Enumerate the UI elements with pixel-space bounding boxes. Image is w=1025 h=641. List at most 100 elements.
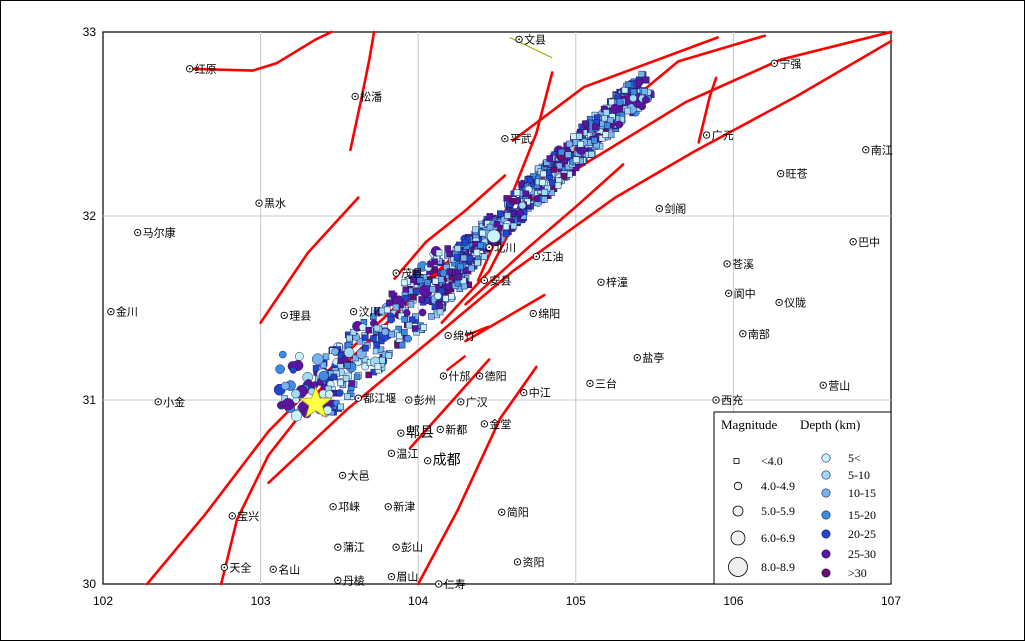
legend-magnitude-item: 8.0-8.9 (728, 557, 795, 577)
city-marker: 旺苍 (777, 168, 808, 181)
quake-marker-small (591, 137, 598, 144)
quake-marker-small (560, 172, 568, 180)
quake-marker-small (348, 380, 355, 387)
quake-marker (629, 94, 638, 103)
city-marker: 成都 (424, 453, 461, 469)
city-marker: 蒲江 (334, 540, 365, 554)
legend-depth-symbol (821, 549, 831, 559)
city-dot-center-icon (390, 452, 393, 455)
fault-line (511, 36, 719, 142)
legend: Magnitude Depth (km) <4.0 4.0-4.9 5.0-5.9 6… (713, 411, 892, 585)
city-marker: 绵阳 (529, 307, 560, 321)
city-marker: 资阳 (513, 556, 544, 569)
quake-marker (281, 398, 295, 411)
quake-marker-small (420, 324, 427, 331)
quake-marker-small (503, 195, 510, 202)
quake-marker-small (621, 86, 629, 94)
city-label: 资阳 (522, 556, 544, 569)
lon-tick-label: 106 (723, 594, 743, 608)
legend-magnitude-label: <4.0 (761, 454, 783, 468)
city-dot-center-icon (741, 332, 744, 335)
city-label: 绵阳 (538, 307, 560, 321)
lon-tick-label: 105 (566, 594, 586, 608)
quake-marker-small (630, 88, 638, 96)
quake-marker-small (401, 316, 408, 323)
quake-marker-small (444, 245, 451, 252)
city-marker: 丹棱 (334, 574, 365, 587)
city-marker: 阆中 (725, 286, 756, 300)
fault-line (416, 365, 538, 586)
quake-marker (331, 347, 340, 356)
city-dot-center-icon (341, 474, 344, 477)
quake-marker-small (497, 210, 504, 217)
quake-marker-small (564, 151, 572, 158)
city-marker: 西充 (712, 393, 743, 407)
quake-marker-small (509, 197, 517, 205)
city-label: 文县 (524, 32, 546, 46)
quake-marker-small (388, 330, 396, 338)
city-dot-center-icon (357, 397, 360, 400)
legend-depth-symbol (821, 529, 831, 539)
city-dot-center-icon (518, 38, 520, 41)
quake-marker-small (577, 140, 584, 148)
city-dot-center-icon (395, 272, 398, 274)
quake-marker-small (322, 353, 330, 361)
quake-marker (642, 96, 650, 104)
city-dot-center-icon (157, 400, 160, 403)
city-marker: 苍溪 (723, 258, 754, 271)
map-grid (103, 32, 891, 584)
legend-depth-label: 15-20 (848, 508, 876, 522)
quake-marker (381, 328, 390, 336)
city-dot-center-icon (283, 314, 286, 317)
quake-marker (615, 120, 624, 129)
legend-depth-symbol (821, 453, 831, 463)
city-marker: 马尔康 (134, 226, 176, 240)
quake-marker (518, 201, 527, 210)
city-dot-center-icon (231, 515, 234, 517)
city-marker: 梓潼 (597, 275, 628, 289)
quake-marker (418, 308, 427, 317)
city-label: 南部 (748, 327, 770, 341)
quake-marker-small (337, 379, 344, 387)
legend-depth-symbol (821, 568, 831, 578)
quake-marker-small (365, 371, 372, 379)
quake-marker-small (550, 166, 558, 173)
quake-marker-small (558, 148, 565, 156)
city-dot-center-icon (636, 356, 639, 359)
quake-marker-small (429, 286, 436, 293)
city-dot-center-icon (136, 231, 139, 234)
quake-marker-small (480, 253, 488, 260)
legend-depth-items: 5< 5-10 10-15 15-20 20-25 25-30 >30 (821, 451, 876, 580)
quake-marker-small (337, 352, 345, 359)
legend-magnitude-label: 4.0-4.9 (761, 479, 795, 493)
quake-marker-small (392, 303, 400, 311)
legend-depth-item: 15-20 (821, 508, 876, 522)
city-dot-center-icon (522, 391, 525, 394)
city-label: 中江 (529, 387, 551, 400)
quake-marker-small (402, 286, 409, 293)
city-marker: 都江堰 (354, 392, 396, 405)
quake-marker-small (413, 271, 421, 278)
city-dot-center-icon (483, 423, 486, 425)
quake-marker (291, 389, 301, 399)
legend-depth-label: 25-30 (848, 547, 876, 561)
city-dot-center-icon (447, 334, 450, 337)
legend-depth-item: 5< (821, 451, 861, 465)
quake-marker-small (388, 290, 396, 298)
quake-marker (610, 103, 621, 115)
city-dot-center-icon (109, 310, 112, 313)
quake-marker-small (370, 335, 377, 342)
city-label: 黑水 (264, 197, 286, 210)
quake-marker-small (377, 346, 385, 354)
city-dot-center-icon (439, 428, 442, 431)
legend-magnitude-label: 6.0-6.9 (761, 531, 795, 545)
quake-marker-small (575, 133, 583, 140)
city-label: 天全 (229, 560, 251, 574)
city-dot-center-icon (478, 375, 481, 377)
quake-marker-small (411, 325, 419, 332)
city-dot-center-icon (483, 279, 486, 282)
city-label: 理县 (289, 309, 311, 322)
quake-marker-small (432, 277, 439, 285)
city-dot-center-icon (332, 505, 334, 508)
quake-marker-small (474, 259, 481, 267)
